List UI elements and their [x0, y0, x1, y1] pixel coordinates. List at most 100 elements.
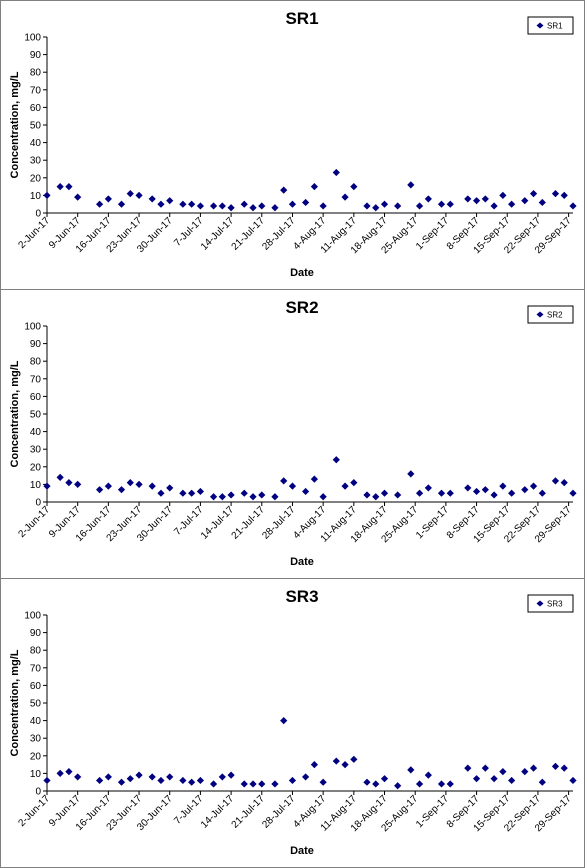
data-point — [424, 195, 432, 203]
data-point — [240, 200, 248, 208]
y-tick-label: 30 — [30, 734, 42, 745]
y-tick-label: 100 — [24, 33, 41, 44]
data-point — [310, 761, 318, 769]
data-point — [271, 204, 279, 212]
data-point — [271, 493, 279, 501]
data-point — [166, 197, 174, 205]
y-tick-label: 60 — [30, 392, 42, 403]
data-point — [240, 489, 248, 497]
data-point — [188, 778, 196, 786]
data-point — [415, 780, 424, 788]
chart-panel-sr2: SR2 0 10 20 30 40 50 60 70 80 90 100 2-Jun-17 9-Jun-1… — [0, 289, 585, 579]
y-tick-label: 10 — [30, 480, 42, 491]
data-point — [446, 200, 454, 208]
data-point — [332, 456, 340, 464]
data-point — [179, 776, 187, 785]
data-point — [288, 482, 297, 490]
data-point — [332, 168, 340, 177]
data-point — [350, 755, 358, 763]
data-point — [104, 195, 112, 203]
y-tick-label: 10 — [30, 769, 42, 780]
data-point — [43, 482, 51, 490]
data-point — [437, 780, 446, 788]
y-tick-label: 100 — [24, 322, 41, 333]
data-point — [569, 202, 577, 210]
data-point — [394, 782, 402, 790]
data-point — [407, 181, 415, 189]
legend-label: SR3 — [547, 600, 563, 609]
data-point — [126, 479, 134, 487]
data-point — [551, 477, 560, 485]
y-tick-label: 0 — [35, 498, 41, 509]
data-point — [218, 773, 226, 781]
data-point — [258, 202, 266, 210]
data-point — [332, 757, 340, 765]
legend: SR3 — [527, 594, 574, 613]
data-point — [56, 473, 64, 481]
data-point — [464, 764, 472, 772]
y-tick-label: 50 — [30, 699, 42, 710]
data-point — [499, 768, 507, 776]
data-point — [538, 778, 546, 786]
chart-title: SR2 — [285, 298, 318, 317]
chart-svg: SR101020304050607080901002-Jun-179-Jun-1… — [9, 9, 577, 279]
data-point — [43, 776, 51, 785]
y-tick-label: 80 — [30, 68, 42, 79]
data-point — [249, 493, 257, 501]
data-point — [196, 487, 205, 496]
data-point — [302, 773, 310, 781]
data-point — [209, 202, 218, 210]
y-tick-label: 40 — [30, 716, 42, 727]
data-point — [372, 780, 380, 788]
data-point — [280, 717, 288, 725]
data-point — [117, 200, 126, 208]
data-point — [319, 778, 327, 786]
data-point — [424, 771, 432, 779]
data-point — [117, 486, 126, 494]
x-tick-label: 2-Jun-17 — [16, 504, 52, 540]
data-point — [148, 773, 156, 781]
legend: SR2 — [527, 305, 574, 324]
data-point — [481, 486, 489, 494]
data-point — [288, 200, 297, 208]
y-tick-label: 40 — [30, 427, 42, 438]
data-point — [529, 190, 538, 198]
chart-title: SR1 — [285, 9, 318, 28]
data-point — [538, 198, 546, 207]
y-tick-label: 90 — [30, 339, 42, 350]
data-point — [179, 489, 187, 497]
data-point — [227, 771, 235, 779]
y-tick-label: 0 — [35, 209, 41, 220]
legend-box — [527, 305, 574, 324]
data-point — [319, 202, 327, 210]
data-point — [104, 773, 112, 781]
y-tick-label: 70 — [30, 663, 42, 674]
chart-panel-sr3: SR3 0 10 20 30 40 50 60 70 80 90 100 2-Jun-17 9-Jun-1… — [0, 578, 585, 868]
legend-marker — [536, 22, 544, 29]
data-point — [464, 484, 472, 492]
y-tick-label: 60 — [30, 681, 42, 692]
data-point — [96, 486, 104, 494]
y-tick-label: 100 — [24, 611, 41, 622]
data-point — [363, 491, 371, 499]
data-point — [415, 202, 424, 210]
data-point — [280, 186, 288, 194]
data-point — [96, 200, 104, 208]
data-point — [157, 776, 165, 785]
legend-label: SR2 — [547, 311, 563, 320]
y-tick-label: 20 — [30, 462, 42, 473]
data-point — [407, 766, 415, 774]
data-point — [437, 200, 446, 208]
data-point — [227, 204, 235, 212]
data-point — [188, 200, 196, 208]
data-point — [363, 202, 371, 210]
x-tick-label: 2-Jun-17 — [16, 215, 52, 251]
data-point — [560, 191, 568, 199]
data-point — [472, 197, 481, 205]
data-point — [135, 480, 143, 488]
data-point — [280, 477, 288, 485]
data-point — [126, 190, 134, 198]
data-point — [166, 484, 174, 492]
data-point — [302, 198, 310, 207]
data-point — [196, 776, 205, 785]
